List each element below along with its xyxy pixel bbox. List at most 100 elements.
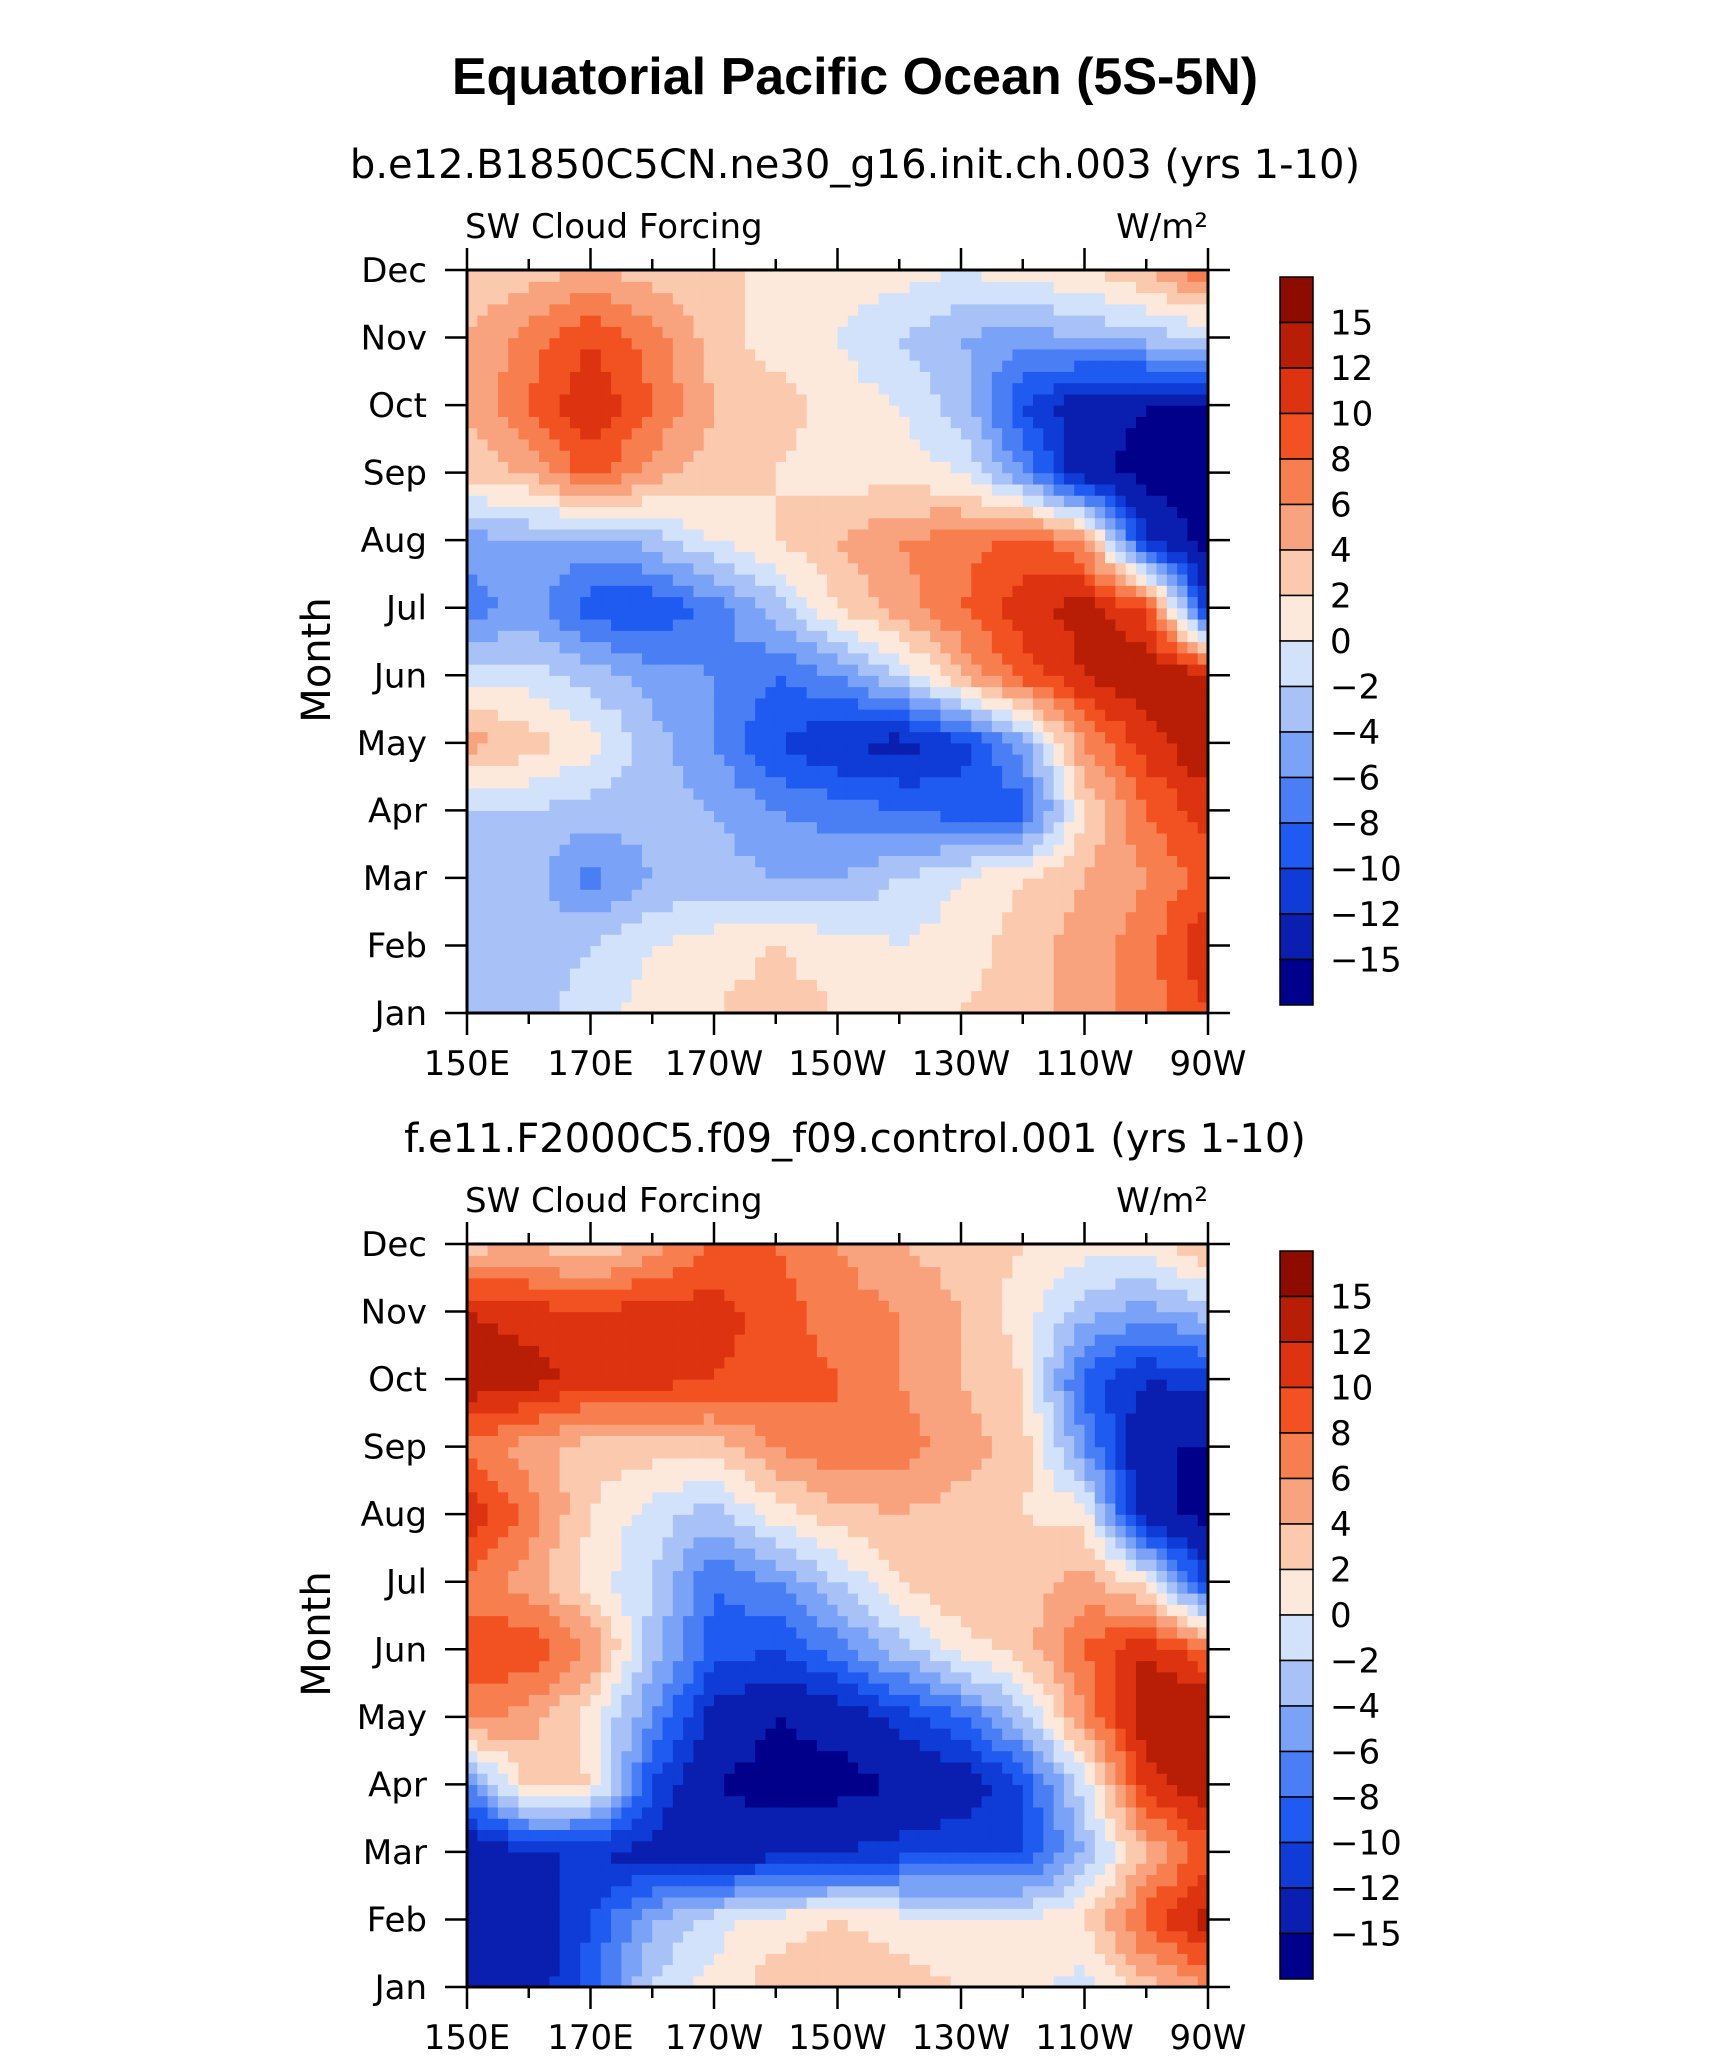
- heatmap-cell: [878, 832, 890, 845]
- heatmap-cell: [703, 472, 715, 485]
- heatmap-cell: [1105, 675, 1116, 688]
- heatmap-cell: [652, 911, 664, 924]
- heatmap-cell: [919, 720, 931, 733]
- heatmap-cell: [765, 675, 777, 688]
- heatmap-cell: [611, 483, 622, 496]
- heatmap-cell: [477, 630, 489, 643]
- heatmap-cell: [559, 562, 571, 575]
- heatmap-cell: [467, 438, 478, 451]
- heatmap-cell: [940, 1975, 952, 1988]
- heatmap-cell: [1012, 472, 1024, 485]
- heatmap-cell: [765, 438, 777, 451]
- heatmap-cell: [467, 337, 478, 350]
- heatmap-cell: [888, 787, 900, 800]
- heatmap-cell: [1105, 607, 1116, 620]
- heatmap-cell: [539, 877, 550, 890]
- heatmap-cell: [909, 979, 921, 992]
- heatmap-cell: [816, 438, 828, 451]
- heatmap-cell: [1074, 630, 1086, 643]
- heatmap-cell: [847, 495, 859, 508]
- heatmap-cell: [1022, 664, 1034, 676]
- heatmap-cell: [1002, 585, 1014, 598]
- heatmap-cell: [816, 1975, 828, 1988]
- heatmap-cell: [662, 348, 674, 361]
- heatmap-cell: [631, 292, 643, 305]
- heatmap-cell: [508, 810, 520, 823]
- heatmap-cell: [899, 551, 911, 564]
- heatmap-cell: [806, 967, 818, 980]
- heatmap-cell: [518, 1975, 530, 1988]
- heatmap-cell: [1177, 607, 1189, 620]
- heatmap-cell: [827, 934, 839, 947]
- heatmap-cell: [528, 934, 540, 947]
- heatmap-cell: [1177, 855, 1189, 868]
- heatmap-cell: [940, 742, 952, 755]
- heatmap-cell: [683, 371, 695, 384]
- heatmap-cell: [1156, 450, 1168, 462]
- heatmap-cell: [714, 596, 725, 609]
- heatmap-cell: [1043, 889, 1055, 902]
- heatmap-cell: [1177, 664, 1189, 676]
- heatmap-cell: [1022, 315, 1034, 327]
- heatmap-cell: [899, 528, 911, 541]
- heatmap-cell: [950, 900, 962, 913]
- heatmap-cell: [806, 709, 818, 721]
- heatmap-cell: [508, 866, 520, 879]
- heatmap-cell: [950, 416, 962, 429]
- heatmap-cell: [611, 754, 622, 766]
- heatmap-cell: [1115, 472, 1127, 485]
- heatmap-cell: [683, 528, 695, 541]
- heatmap-cell: [1115, 709, 1127, 721]
- heatmap-cell: [518, 877, 530, 890]
- heatmap-cell: [858, 922, 869, 935]
- heatmap-cell: [796, 945, 808, 958]
- heatmap-cell: [528, 393, 540, 406]
- heatmap-cell: [1074, 967, 1086, 980]
- heatmap-cell: [755, 765, 767, 778]
- heatmap-cell: [569, 866, 581, 879]
- heatmap-cell: [1094, 360, 1106, 372]
- heatmap-cell: [641, 787, 653, 800]
- heatmap-cell: [1094, 416, 1106, 429]
- heatmap-cell: [1166, 641, 1178, 654]
- heatmap-cell: [899, 855, 911, 868]
- heatmap-cell: [1084, 393, 1096, 406]
- heatmap-cell: [899, 292, 911, 305]
- heatmap-cell: [539, 664, 550, 676]
- heatmap-cell: [1105, 517, 1116, 530]
- heatmap-cell: [786, 731, 797, 744]
- heatmap-cell: [868, 934, 880, 947]
- heatmap-cell: [1033, 630, 1044, 643]
- heatmap-cell: [549, 326, 561, 339]
- heatmap-cell: [590, 866, 602, 879]
- heatmap-cell: [1033, 551, 1044, 564]
- heatmap-cell: [806, 877, 818, 890]
- heatmap-cell: [909, 709, 921, 721]
- heatmap-cell: [1033, 911, 1044, 924]
- heatmap-cell: [827, 360, 839, 372]
- heatmap-cell: [1094, 652, 1106, 665]
- heatmap-cell: [961, 855, 972, 868]
- heatmap-cell: [1094, 641, 1106, 654]
- heatmap-cell: [1156, 630, 1168, 643]
- heatmap-cell: [806, 360, 818, 372]
- heatmap-cell: [796, 709, 808, 721]
- heatmap-cell: [796, 371, 808, 384]
- heatmap-cell: [1187, 967, 1199, 980]
- heatmap-cell: [1105, 866, 1116, 879]
- heatmap-cell: [590, 303, 602, 316]
- heatmap-cell: [714, 967, 725, 980]
- heatmap-cell: [1074, 618, 1086, 631]
- heatmap-cell: [796, 270, 808, 282]
- heatmap-cell: [477, 348, 489, 361]
- heatmap-cell: [1022, 303, 1034, 316]
- heatmap-cell: [559, 776, 571, 789]
- heatmap-cell: [909, 382, 921, 395]
- heatmap-cell: [652, 967, 664, 980]
- heatmap-cell: [1094, 934, 1106, 947]
- heatmap-cell: [1084, 686, 1096, 699]
- heatmap-cell: [1187, 618, 1199, 631]
- heatmap-cell: [1012, 900, 1024, 913]
- heatmap-cell: [714, 765, 725, 778]
- heatmap-cell: [1012, 461, 1024, 474]
